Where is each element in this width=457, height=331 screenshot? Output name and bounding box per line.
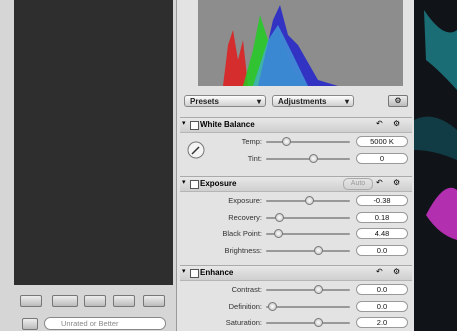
reset-icon[interactable]: ↶ <box>376 267 383 276</box>
reset-icon[interactable]: ↶ <box>376 119 383 128</box>
slider-track <box>266 289 350 291</box>
slider-knob[interactable] <box>314 285 324 294</box>
gear-icon[interactable]: ⚙ <box>393 119 401 128</box>
gear-icon[interactable]: ⚙ <box>393 267 401 276</box>
section-title: Enhance <box>200 268 234 277</box>
slider-track <box>266 216 350 219</box>
slider-label: Contrast: <box>231 285 262 294</box>
slider-track <box>266 305 350 308</box>
auto-button[interactable]: Auto <box>343 178 373 190</box>
slider-track <box>266 157 350 160</box>
section-title: White Balance <box>200 120 255 129</box>
disclosure[interactable]: ▾ <box>182 179 186 186</box>
slider-label: Brightness: <box>224 245 262 255</box>
slider-knob[interactable] <box>275 212 285 222</box>
reset-icon[interactable]: ↶ <box>376 178 383 187</box>
disclosure[interactable]: ▾ <box>182 268 186 275</box>
value-field[interactable]: 5000 K <box>356 136 408 147</box>
value-field[interactable]: 2.0 <box>356 317 408 328</box>
slider-label: Black Point: <box>222 229 262 238</box>
image-preview <box>414 0 457 331</box>
toolbar-button[interactable] <box>143 295 165 307</box>
slider-label: Definition: <box>228 301 262 311</box>
browser-pane <box>14 0 173 285</box>
checkbox[interactable] <box>190 121 199 130</box>
gear-button[interactable]: ⚙ <box>388 95 408 107</box>
slider-knob[interactable] <box>273 229 283 238</box>
slider-label: Exposure: <box>228 196 262 205</box>
checkbox[interactable] <box>190 180 199 189</box>
value-field[interactable]: 0 <box>356 152 408 164</box>
histogram <box>198 0 403 86</box>
value-field[interactable]: 0.0 <box>356 244 408 256</box>
eyedropper[interactable] <box>186 140 206 160</box>
slider-knob[interactable] <box>314 245 324 255</box>
value-field[interactable]: 0.18 <box>356 211 408 223</box>
section-header[interactable] <box>180 265 412 281</box>
toolbar-button[interactable] <box>52 295 78 307</box>
presets-popup[interactable]: Presets <box>184 95 266 108</box>
checkbox[interactable] <box>190 269 199 278</box>
filter-button[interactable] <box>22 318 38 330</box>
value-field[interactable]: 0.0 <box>356 300 408 312</box>
toolbar-button[interactable] <box>113 295 135 307</box>
slider-knob[interactable] <box>314 318 324 327</box>
slider-knob[interactable] <box>305 196 314 205</box>
slider-label: Tint: <box>247 153 262 163</box>
slider-track <box>266 322 350 324</box>
slider-knob[interactable] <box>267 301 277 311</box>
slider-label: Temp: <box>241 137 262 146</box>
slider-track <box>266 141 350 143</box>
slider-label: Saturation: <box>225 318 262 327</box>
value-field[interactable]: 0.0 <box>356 284 408 295</box>
value-field[interactable]: -0.38 <box>356 195 408 206</box>
section-header[interactable] <box>180 176 412 192</box>
toolbar-button[interactable] <box>84 295 106 307</box>
slider-label: Recovery: <box>228 212 262 222</box>
section-title: Exposure <box>200 179 237 188</box>
slider-knob[interactable] <box>308 153 318 163</box>
toolbar-button[interactable] <box>20 295 42 307</box>
search-field[interactable]: Unrated or Better <box>44 317 166 330</box>
adjustments-popup[interactable]: Adjustments <box>272 95 354 108</box>
slider-knob[interactable] <box>281 137 291 146</box>
section-header[interactable] <box>180 117 412 133</box>
value-field[interactable]: 4.48 <box>356 228 408 239</box>
slider-track <box>266 249 350 252</box>
gear-icon[interactable]: ⚙ <box>393 178 401 187</box>
slider-track <box>266 233 350 235</box>
disclosure[interactable]: ▾ <box>182 120 186 127</box>
